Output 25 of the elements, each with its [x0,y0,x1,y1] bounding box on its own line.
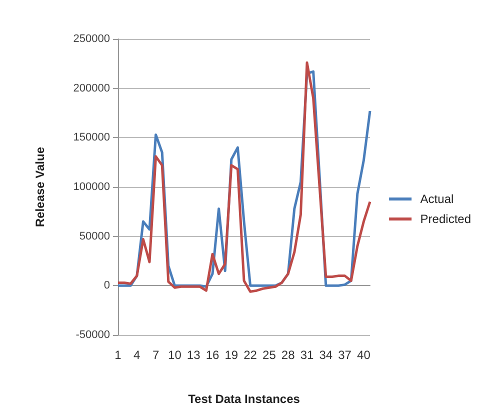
y-tick-label: -50000 [76,329,110,341]
y-tick-label: 100000 [73,181,110,193]
y-tick-label: 250000 [73,33,110,45]
y-tick-label: 0 [104,280,110,292]
y-axis-title: Release Value [33,146,47,228]
x-tick-label: 40 [357,348,371,362]
legend-label: Predicted [420,212,472,226]
x-tick-label: 16 [206,348,220,362]
y-tick-label: 150000 [73,132,110,144]
y-tick-label: 200000 [73,82,110,94]
x-tick-label: 22 [244,348,258,362]
legend-label: Actual [420,192,454,206]
x-tick-label: 7 [152,348,160,362]
x-tick-label: 31 [300,348,314,362]
y-tick-label: 50000 [79,230,110,242]
x-tick-label: 4 [134,348,141,362]
x-tick-label: 19 [224,348,238,362]
x-tick-label: 25 [262,348,276,362]
x-axis-title: Test Data Instances [188,392,300,406]
x-tick-label: 28 [281,348,296,362]
x-tick-label: 10 [168,348,182,362]
x-tick-label: 34 [319,348,333,362]
x-tick-label: 13 [186,348,201,362]
x-tick-label: 37 [338,348,352,362]
x-tick-label: 1 [114,348,122,362]
